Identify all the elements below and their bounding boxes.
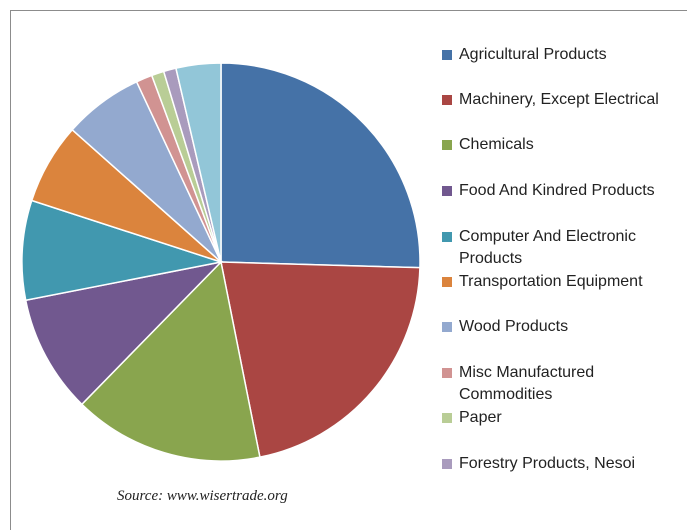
legend-label: Wood Products (459, 318, 569, 335)
legend-swatch (442, 232, 452, 242)
legend-label: Chemicals (459, 136, 534, 153)
legend-label: Forestry Products, Nesoi (459, 455, 636, 472)
legend-swatch (442, 50, 452, 60)
pie-slice-computer-and-electronic-products (21, 199, 224, 302)
legend-label: Transportation Equipment (459, 273, 643, 290)
legend-label: Machinery, Except Electrical (459, 91, 659, 108)
pie-slice-chemicals (80, 260, 261, 462)
legend-swatch (442, 95, 452, 105)
legend-swatch (442, 140, 452, 150)
legend-swatch (442, 186, 452, 196)
legend-swatch (442, 277, 452, 287)
legend-swatch (442, 368, 452, 378)
legend-label: Food And Kindred Products (459, 182, 655, 199)
source-note: Source: www.wisertrade.org (117, 488, 288, 504)
legend-swatch (442, 322, 452, 332)
pie-slice-machinery-except-electrical (220, 261, 421, 459)
legend-item-chemicals: Chemicals (442, 134, 687, 156)
legend-item-food-and-kindred-products: Food And Kindred Products (442, 180, 687, 202)
legend-label: Misc Manufactured Commodities (459, 364, 595, 403)
legend-item-forestry-products-nesoi: Forestry Products, Nesoi (442, 453, 687, 475)
pie-slice-agricultural-products (220, 62, 421, 269)
legend-swatch (442, 413, 452, 423)
pie-chart (21, 62, 421, 462)
legend-item-transportation-equipment: Transportation Equipment (442, 271, 687, 293)
legend-item-paper: Paper (442, 407, 687, 429)
legend-item-computer-and-electronic-products: Computer And Electronic Products (442, 226, 687, 270)
legend-label: Paper (459, 409, 502, 426)
pie-slice-food-and-kindred-products (24, 260, 224, 406)
legend-item-wood-products: Wood Products (442, 316, 687, 338)
legend-item-misc-manufactured-commodities: Misc Manufactured Commodities (442, 362, 687, 406)
chart-frame (10, 10, 687, 530)
legend-item-machinery: Machinery, Except Electrical (442, 89, 687, 111)
legend-label: Computer And Electronic Products (459, 228, 636, 267)
legend-item-agricultural-products: Agricultural Products (442, 44, 687, 66)
legend-swatch (442, 459, 452, 469)
pie-slice-other (175, 62, 222, 263)
legend-label: Agricultural Products (459, 46, 607, 63)
